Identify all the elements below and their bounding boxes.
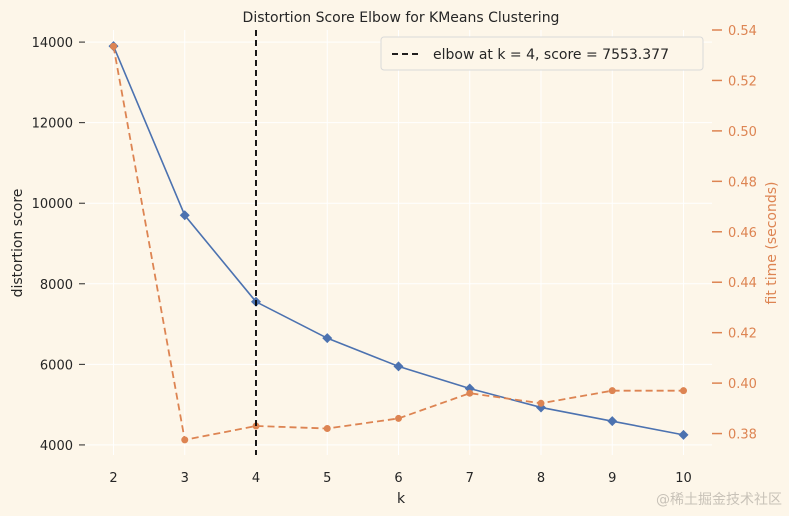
y-tick-label: 10000 (32, 197, 73, 212)
y-tick-label: 8000 (40, 278, 73, 293)
x-tick-label: 8 (537, 471, 545, 486)
watermark: @稀土掘金技术社区 (656, 492, 782, 508)
fit-time-point (395, 414, 402, 422)
y2-tick-label: 0.42 (728, 327, 757, 342)
legend-box (380, 36, 704, 71)
y2-tick-label: 0.54 (728, 24, 757, 39)
x-tick-label: 9 (608, 471, 616, 486)
fit-time-point (323, 425, 331, 433)
distortion-point (393, 361, 404, 372)
fit-time-point (466, 389, 474, 397)
y2-axis-label: fit time (seconds) (764, 182, 780, 305)
fit-time-line (112, 46, 684, 441)
y2-tick-label: 0.48 (728, 175, 757, 190)
y2-tick-label: 0.52 (728, 74, 757, 89)
y-tick-label: 4000 (40, 439, 73, 454)
y2-tick-label: 0.50 (728, 125, 757, 140)
x-tick-label: 7 (466, 471, 474, 486)
fit-time-point (181, 436, 189, 444)
y-tick-label: 12000 (32, 117, 73, 132)
grid (85, 30, 712, 455)
y2-tick-label: 0.40 (728, 377, 757, 392)
distortion-point (179, 210, 190, 221)
fit-time-point (680, 387, 687, 395)
y2-tick-label: 0.44 (728, 276, 757, 291)
series-layer (108, 41, 689, 444)
x-axis-label: k (397, 491, 406, 507)
legend: elbow at k = 4, score = 7553.377 (380, 36, 704, 71)
x-tick-label: 5 (323, 471, 331, 486)
distortion-point (607, 416, 618, 427)
x-tick-label: 3 (181, 471, 189, 486)
distortion-point (322, 333, 333, 344)
fit-time-point (110, 42, 117, 50)
fit-time-point (608, 387, 616, 395)
fit-time-point (537, 399, 545, 407)
distortion-point (678, 429, 689, 440)
y2-tick-label: 0.46 (728, 226, 757, 241)
chart-title: Distortion Score Elbow for KMeans Cluste… (243, 10, 560, 26)
x-tick-label: 10 (675, 471, 692, 486)
y-tick-label: 6000 (40, 358, 73, 373)
y2-tick-label: 0.38 (728, 428, 757, 443)
x-tick-label: 6 (394, 471, 402, 486)
y-tick-label: 14000 (32, 36, 73, 51)
x-tick-label: 2 (109, 471, 117, 486)
axes-layer: 2 3 4 5 6 7 8 9 10 4000 6000 8000 10000 12000 14000 0.3… (32, 24, 757, 486)
legend-elbow-label: elbow at k = 4, score = 7553.377 (433, 47, 669, 63)
x-tick-label: 4 (252, 471, 260, 486)
y-axis-label: distortion score (10, 189, 26, 298)
